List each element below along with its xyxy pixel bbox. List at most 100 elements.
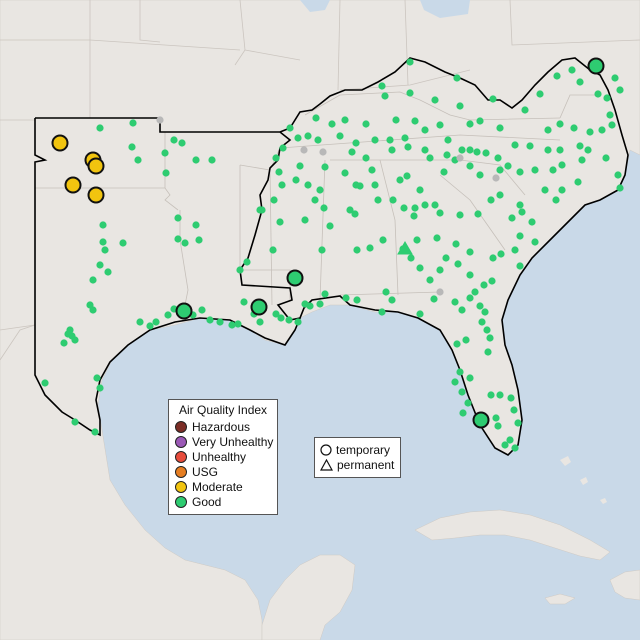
good-monitor[interactable]: [378, 308, 386, 316]
good-monitor[interactable]: [192, 221, 200, 229]
good-monitor[interactable]: [272, 154, 280, 162]
good-monitor[interactable]: [544, 146, 552, 154]
good-monitor[interactable]: [476, 302, 484, 310]
no-data-monitor[interactable]: [456, 154, 464, 162]
good-monitor[interactable]: [294, 134, 302, 142]
good-monitor[interactable]: [366, 244, 374, 252]
good-monitor[interactable]: [353, 296, 361, 304]
good-monitor[interactable]: [320, 204, 328, 212]
good-monitor[interactable]: [362, 154, 370, 162]
good-monitor[interactable]: [483, 326, 491, 334]
good-monitor[interactable]: [328, 120, 336, 128]
good-monitor[interactable]: [442, 254, 450, 262]
good-monitor[interactable]: [433, 234, 441, 242]
good-monitor[interactable]: [426, 276, 434, 284]
good-monitor[interactable]: [443, 151, 451, 159]
good-monitor[interactable]: [208, 156, 216, 164]
good-monitor[interactable]: [406, 89, 414, 97]
good-monitor[interactable]: [400, 204, 408, 212]
good-monitor[interactable]: [497, 250, 505, 258]
good-monitor[interactable]: [501, 441, 509, 449]
good-monitor[interactable]: [494, 154, 502, 162]
good-monitor[interactable]: [544, 126, 552, 134]
good-monitor[interactable]: [576, 78, 584, 86]
good-monitor[interactable]: [161, 149, 169, 157]
good-monitor[interactable]: [270, 196, 278, 204]
good-monitor[interactable]: [504, 162, 512, 170]
no-data-monitor[interactable]: [319, 148, 327, 156]
good-monitor[interactable]: [181, 239, 189, 247]
good-monitor[interactable]: [174, 235, 182, 243]
good-monitor[interactable]: [608, 121, 616, 129]
good-monitor[interactable]: [602, 154, 610, 162]
good-monitor[interactable]: [119, 239, 127, 247]
good-monitor[interactable]: [276, 218, 284, 226]
good-monitor[interactable]: [514, 419, 522, 427]
good-monitor[interactable]: [496, 124, 504, 132]
good-monitor[interactable]: [89, 276, 97, 284]
good-monitor[interactable]: [388, 296, 396, 304]
good-monitor[interactable]: [487, 196, 495, 204]
good-monitor[interactable]: [371, 136, 379, 144]
good-monitor[interactable]: [526, 142, 534, 150]
good-monitor[interactable]: [421, 146, 429, 154]
good-monitor[interactable]: [406, 58, 414, 66]
no-data-monitor[interactable]: [156, 116, 164, 124]
good-monitor[interactable]: [404, 143, 412, 151]
good-monitor[interactable]: [553, 72, 561, 80]
good-monitor[interactable]: [89, 306, 97, 314]
no-data-monitor[interactable]: [300, 146, 308, 154]
good-monitor[interactable]: [466, 294, 474, 302]
good-monitor[interactable]: [586, 128, 594, 136]
good-monitor[interactable]: [487, 391, 495, 399]
good-monitor[interactable]: [178, 139, 186, 147]
good-monitor[interactable]: [371, 181, 379, 189]
good-monitor[interactable]: [99, 238, 107, 246]
good-monitor[interactable]: [430, 295, 438, 303]
good-monitor[interactable]: [511, 444, 519, 452]
good-monitor[interactable]: [481, 308, 489, 316]
good-monitor[interactable]: [362, 120, 370, 128]
good-monitor[interactable]: [436, 121, 444, 129]
good-monitor[interactable]: [336, 132, 344, 140]
no-data-monitor[interactable]: [436, 288, 444, 296]
good-monitor[interactable]: [516, 168, 524, 176]
good-monitor[interactable]: [368, 166, 376, 174]
good-monitor[interactable]: [278, 181, 286, 189]
good-monitor[interactable]: [162, 169, 170, 177]
good-monitor[interactable]: [256, 318, 264, 326]
good-monitor[interactable]: [603, 94, 611, 102]
good-monitor[interactable]: [574, 178, 582, 186]
moderate-monitor[interactable]: [51, 134, 69, 152]
good-monitor[interactable]: [243, 258, 251, 266]
good-monitor[interactable]: [306, 302, 314, 310]
good-monitor[interactable]: [482, 149, 490, 157]
good-monitor[interactable]: [549, 166, 557, 174]
good-monitor[interactable]: [312, 114, 320, 122]
good-monitor[interactable]: [198, 306, 206, 314]
good-monitor[interactable]: [480, 281, 488, 289]
good-monitor-large[interactable]: [587, 57, 605, 75]
good-monitor-large[interactable]: [286, 269, 304, 287]
good-monitor[interactable]: [606, 111, 614, 119]
good-monitor[interactable]: [301, 216, 309, 224]
good-monitor[interactable]: [576, 142, 584, 150]
good-monitor[interactable]: [170, 136, 178, 144]
good-monitor[interactable]: [342, 294, 350, 302]
good-monitor[interactable]: [146, 322, 154, 330]
good-monitor[interactable]: [531, 166, 539, 174]
good-monitor[interactable]: [314, 136, 322, 144]
good-monitor[interactable]: [341, 169, 349, 177]
good-monitor[interactable]: [456, 368, 464, 376]
good-monitor[interactable]: [494, 422, 502, 430]
good-monitor[interactable]: [381, 92, 389, 100]
good-monitor[interactable]: [356, 182, 364, 190]
good-monitor[interactable]: [516, 201, 524, 209]
good-monitor[interactable]: [134, 156, 142, 164]
good-monitor[interactable]: [388, 146, 396, 154]
good-monitor[interactable]: [476, 171, 484, 179]
good-monitor[interactable]: [304, 132, 312, 140]
good-monitor[interactable]: [436, 266, 444, 274]
good-monitor[interactable]: [411, 117, 419, 125]
good-monitor[interactable]: [471, 288, 479, 296]
